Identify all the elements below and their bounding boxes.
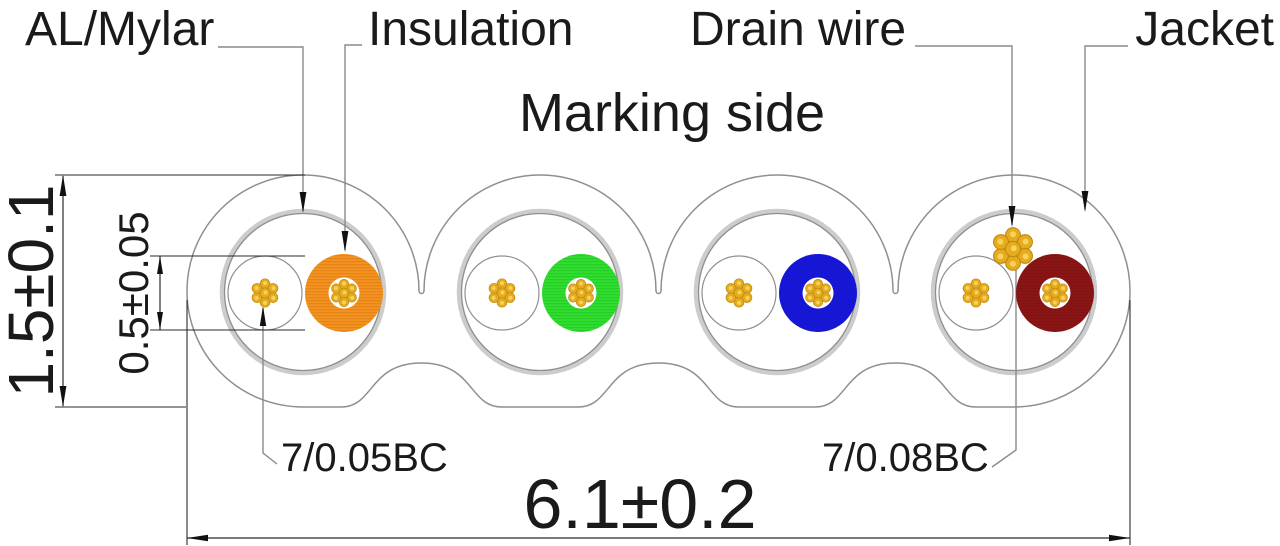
dimension-width (186, 300, 1131, 545)
spec-drain-strands-value: 7/0.08BC (822, 436, 989, 480)
spec-small-strands-value: 7/0.05BC (281, 436, 448, 480)
callout-jacket-leader (1081, 45, 1128, 212)
arrowhead (157, 312, 163, 330)
dimension-height (55, 174, 305, 408)
al-mylar-shield-band (693, 208, 861, 376)
dimension-core-value: 0.5±0.05 (110, 211, 157, 374)
label-insulation: Insulation (368, 3, 573, 56)
pair-4-conductors (963, 228, 1094, 332)
text-layer: AL/Mylar Insulation Drain wire Jacket Ma… (0, 3, 1274, 543)
arrowhead (59, 175, 67, 196)
label-marking-side: Marking side (519, 83, 825, 143)
pair-2-conductors (489, 254, 620, 332)
pair-3-conductors (726, 254, 857, 332)
callout-drain-wire-leader (915, 45, 1016, 227)
arrowhead (341, 231, 349, 252)
arrowhead (1081, 191, 1089, 212)
arrowhead (59, 386, 67, 407)
arrowhead (1109, 534, 1130, 542)
dimension-height-value: 1.5±0.1 (0, 184, 67, 397)
label-jacket: Jacket (1135, 3, 1274, 56)
callout-insulation-leader (341, 44, 362, 252)
spec-small-strands-leader (259, 306, 278, 465)
al-mylar-shield-band (456, 208, 624, 376)
dimension-core (150, 255, 305, 331)
arrowhead (299, 192, 307, 213)
arrowhead (259, 306, 267, 326)
lines-layer (55, 44, 1131, 545)
jacket-outline (186, 174, 1131, 408)
arrowhead (187, 534, 208, 542)
arrowhead (157, 256, 163, 274)
pair-1-conductors (252, 254, 383, 332)
label-al-mylar: AL/Mylar (25, 3, 214, 56)
spec-drain-strands-leader (991, 268, 1017, 468)
conductors-layer (252, 228, 1094, 332)
dimension-width-value: 6.1±0.2 (523, 465, 756, 543)
arrowhead (1008, 206, 1016, 227)
callout-al-mylar-leader (218, 46, 307, 213)
label-drain-wire: Drain wire (690, 3, 906, 56)
